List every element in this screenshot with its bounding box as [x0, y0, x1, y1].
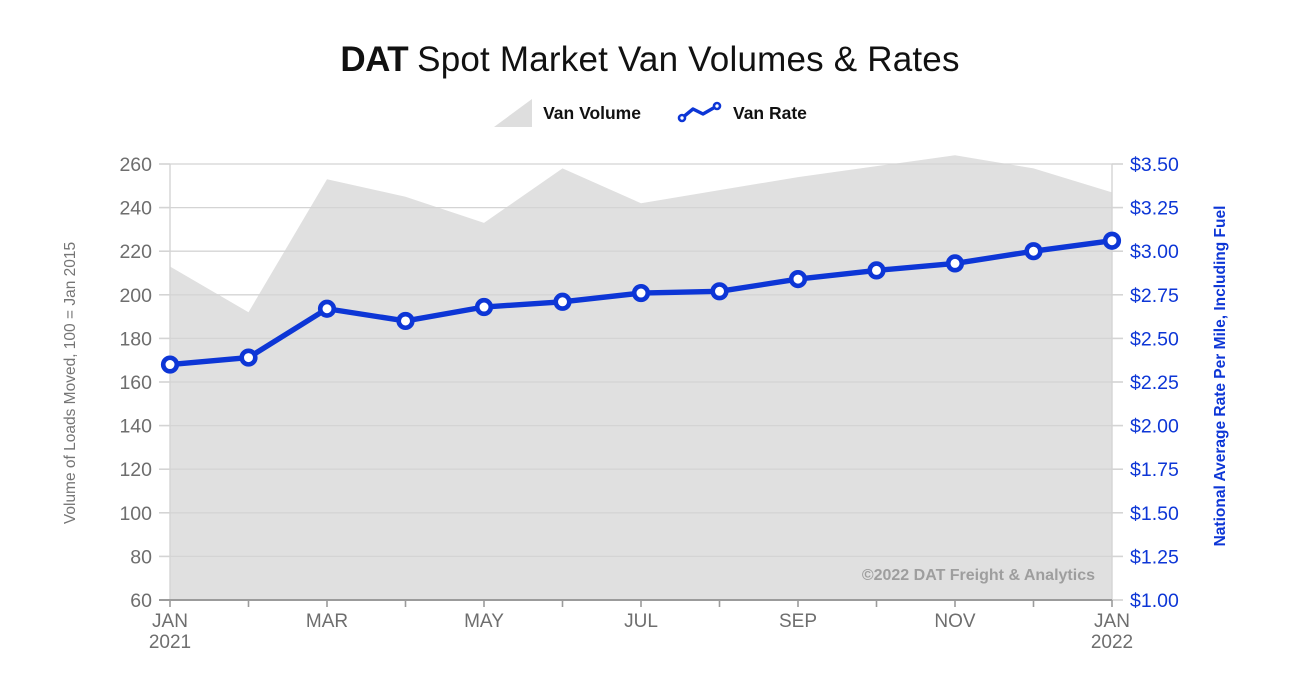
van-rate-marker — [631, 283, 651, 303]
right-axis-tick-label: $1.25 — [1130, 546, 1179, 568]
x-axis-tick-label: 2021 — [149, 632, 191, 653]
van-rate-marker — [788, 270, 808, 289]
van-rate-marker — [867, 261, 886, 280]
left-axis-tick-label: 80 — [130, 546, 152, 568]
right-axis-tick-label: $1.50 — [1130, 503, 1179, 525]
right-axis-tick-label: $2.00 — [1130, 416, 1179, 438]
van-volume-area — [170, 155, 1112, 600]
van-rate-marker — [945, 254, 965, 273]
van-rate-marker — [1102, 231, 1122, 250]
right-axis-tick-label: $3.50 — [1130, 154, 1179, 176]
van-rate-marker — [553, 292, 572, 311]
legend-item-van-rate: Van Rate — [677, 101, 807, 125]
x-axis-tick-label: SEP — [779, 611, 817, 632]
van-rate-marker — [710, 282, 729, 301]
left-axis-title: Volume of Loads Moved, 100 = Jan 2015 — [62, 241, 79, 525]
left-axis-tick-label: 160 — [119, 372, 152, 394]
right-axis-tick-label: $2.25 — [1130, 372, 1179, 394]
left-axis-tick-label: 100 — [119, 503, 152, 525]
area-swatch-icon — [494, 99, 533, 127]
van-rate-marker — [396, 311, 415, 331]
van-rate-marker — [239, 348, 258, 367]
left-axis-tick-label: 180 — [119, 328, 152, 350]
right-axis-tick-label: $1.75 — [1130, 459, 1179, 481]
legend-label-van-rate: Van Rate — [732, 102, 807, 123]
legend-label-van-volume: Van Volume — [543, 102, 641, 123]
x-axis-tick-label: NOV — [934, 611, 976, 632]
line-swatch-icon — [677, 101, 722, 123]
x-axis-tick-label: JAN — [152, 611, 188, 632]
van-rate-marker — [160, 355, 180, 374]
page-title: DAT Spot Market Van Volumes & Rates — [0, 40, 1300, 80]
chart-legend: Van Volume Van Rate — [0, 98, 1300, 128]
van-rate-marker — [1024, 242, 1043, 261]
left-axis-tick-label: 260 — [119, 154, 152, 176]
right-axis-tick-label: $3.25 — [1130, 198, 1179, 220]
legend-item-van-volume: Van Volume — [493, 98, 641, 128]
title-text: Spot Market Van Volumes & Rates — [417, 40, 960, 79]
left-axis-tick-label: 140 — [119, 416, 152, 438]
van-rate-marker — [474, 297, 494, 317]
right-axis-title: National Average Rate Per Mile, Includin… — [1212, 205, 1229, 547]
x-axis-tick-label: MAY — [464, 611, 504, 632]
right-axis-tick-label: $1.00 — [1130, 590, 1179, 612]
copyright-watermark: ©2022 DAT Freight & Analytics — [861, 567, 1095, 584]
x-axis-tick-label: 2022 — [1091, 632, 1133, 653]
left-axis-tick-label: 120 — [119, 459, 152, 481]
x-axis-tick-label: JAN — [1094, 611, 1130, 632]
left-axis-tick-label: 60 — [130, 590, 152, 612]
right-axis-tick-label: $2.75 — [1130, 285, 1179, 307]
right-axis-tick-label: $3.00 — [1130, 241, 1179, 263]
x-axis-tick-label: JUL — [624, 611, 658, 632]
right-axis-tick-label: $2.50 — [1130, 328, 1179, 350]
brand-name: DAT — [340, 40, 409, 79]
van-rate-marker — [317, 299, 337, 318]
x-axis-tick-label: MAR — [306, 611, 348, 632]
left-axis-tick-label: 200 — [119, 285, 152, 307]
left-axis-tick-label: 240 — [119, 198, 152, 220]
left-axis-tick-label: 220 — [119, 241, 152, 263]
